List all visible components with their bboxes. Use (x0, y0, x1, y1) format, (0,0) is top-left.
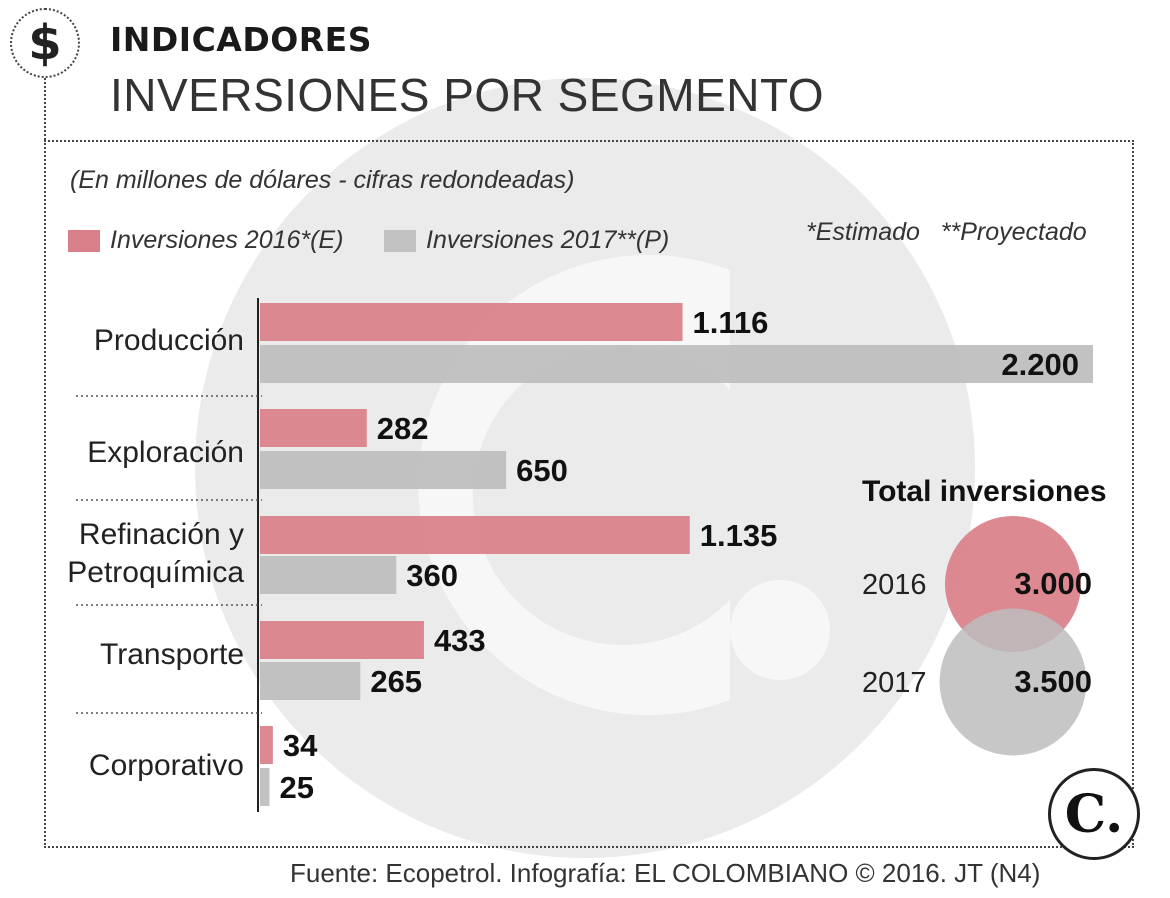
category-label: Producción (94, 324, 244, 357)
category-label: Corporativo (89, 749, 244, 782)
bar-2017 (260, 345, 1093, 383)
totals-title: Total inversiones (862, 475, 1107, 508)
legend-label-2016: Inversiones 2016*(E) (110, 226, 344, 254)
total-value-label: 3.000 (1014, 566, 1092, 601)
legend-label-2017: Inversiones 2017**(P) (426, 226, 670, 254)
bar-2017 (260, 768, 270, 806)
bar-value-label: 1.135 (700, 518, 778, 553)
legend-item-2017: Inversiones 2017**(P) (384, 226, 669, 255)
bar-value-label: 282 (377, 411, 429, 446)
bar-value-label: 650 (516, 453, 568, 488)
legend-notes: *Estimado **Proyectado (806, 218, 1087, 246)
chart-subtitle: (En millones de dólares - cifras redonde… (70, 166, 575, 194)
total-year-label: 2017 (862, 667, 927, 699)
legend-swatch-2017 (384, 229, 416, 252)
bar-2017 (260, 662, 361, 700)
total-year-label: 2016 (862, 569, 927, 601)
bar-value-label: 2.200 (1001, 347, 1079, 382)
chart-frame (44, 140, 1134, 848)
bar-2016 (260, 409, 367, 447)
total-value-label: 3.500 (1014, 664, 1092, 699)
bar-2016 (260, 621, 424, 659)
category-label: Petroquímica (67, 556, 244, 589)
bar-value-label: 34 (283, 728, 318, 763)
bar-value-label: 25 (279, 770, 313, 805)
bar-value-label: 360 (406, 558, 458, 593)
el-colombiano-logo-icon: C. (1048, 768, 1140, 860)
decorative-line (44, 78, 46, 140)
legend-swatch-2016 (68, 229, 100, 252)
bar-value-label: 265 (370, 664, 422, 699)
category-label: Transporte (100, 638, 244, 671)
bar-2017 (260, 556, 397, 594)
category-label: Refinación y (79, 518, 244, 551)
bar-2016 (260, 516, 690, 554)
section-kicker: INDICADORES (110, 20, 372, 59)
bar-2016 (260, 726, 273, 764)
bar-2016 (260, 303, 683, 341)
dollar-icon: $ (10, 8, 80, 78)
bar-value-label: 433 (434, 623, 486, 658)
bar-value-label: 1.116 (693, 305, 769, 340)
total-circle-2017 (939, 608, 1087, 756)
source-credit: Fuente: Ecopetrol. Infografía: EL COLOMB… (290, 858, 1041, 888)
bar-2017 (260, 451, 507, 489)
legend-item-2016: Inversiones 2016*(E) (68, 226, 343, 255)
category-label: Exploración (87, 436, 244, 469)
page-title: INVERSIONES POR SEGMENTO (110, 69, 825, 121)
